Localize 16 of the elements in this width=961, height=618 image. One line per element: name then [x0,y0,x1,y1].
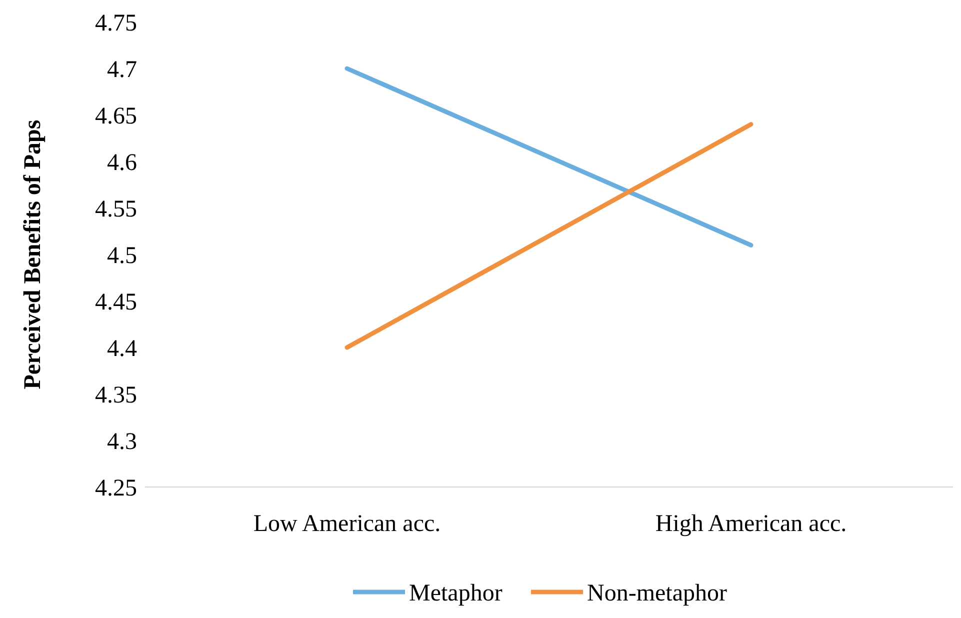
y-tick-label: 4.35 [95,382,137,408]
y-tick-label: 4.75 [95,10,137,36]
y-tick-label: 4.4 [107,336,137,362]
legend-label: Non-metaphor [587,580,727,606]
y-tick-label: 4.55 [95,196,137,222]
y-tick-label: 4.65 [95,103,137,130]
legend-label: Metaphor [409,580,502,606]
y-tick-label: 4.5 [107,242,137,269]
y-axis-title: Perceived Benefits of Paps [20,120,46,390]
y-tick-label: 4.7 [107,56,137,83]
x-tick-label: Low American acc. [253,511,441,537]
y-tick-label: 4.3 [107,428,137,455]
x-tick-label: High American acc. [655,511,847,537]
y-tick-label: 4.45 [95,289,137,316]
y-tick-label: 4.25 [95,475,137,502]
y-tick-label: 4.6 [107,150,137,176]
